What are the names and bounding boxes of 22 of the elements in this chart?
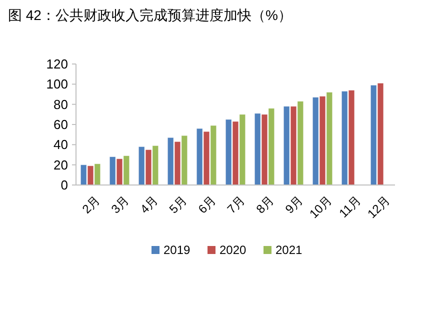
y-tick-label: 60 [54, 117, 68, 132]
x-tick-label: 11月 [336, 193, 364, 220]
legend-label: 2020 [220, 243, 247, 258]
legend-label: 2019 [164, 243, 191, 258]
y-tick-label: 80 [54, 96, 68, 112]
x-tick-label: 6月 [195, 193, 219, 216]
x-tick-label: 9月 [282, 193, 306, 216]
x-tick-label: 3月 [108, 193, 132, 216]
y-tick-label: 20 [54, 157, 68, 172]
x-tick-label: 4月 [137, 193, 161, 216]
y-tick-label: 40 [54, 137, 68, 152]
legend-label: 2021 [276, 243, 303, 258]
x-tick-label: 8月 [253, 193, 277, 216]
y-tick-label: 120 [46, 56, 68, 72]
y-tick-label: 0 [60, 178, 68, 193]
x-tick-label: 7月 [224, 193, 248, 216]
y-tick-label: 100 [46, 76, 68, 92]
chart-title: 图 42：公共财政收入完成预算进度加快（%） [8, 7, 292, 23]
x-tick-label: 12月 [364, 193, 393, 221]
x-tick-label: 2月 [79, 193, 103, 216]
x-tick-label: 10月 [306, 193, 335, 221]
x-tick-label: 5月 [166, 193, 190, 216]
